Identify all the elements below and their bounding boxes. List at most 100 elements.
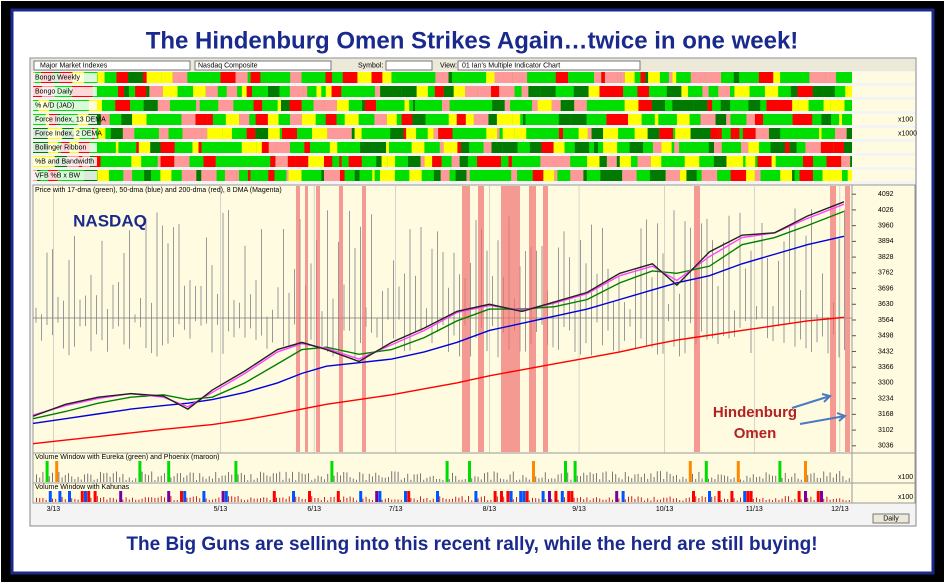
volume-bar (551, 478, 552, 482)
volume-bar (593, 498, 594, 502)
indicator-band (685, 156, 700, 167)
indicator-band (675, 128, 690, 139)
indicator-band (261, 170, 269, 181)
indicator-band (134, 142, 136, 153)
volume-bar (500, 491, 503, 502)
indicator-band (842, 114, 850, 125)
volume-bar (286, 499, 287, 502)
indicator-band (428, 128, 434, 139)
indicator-band (505, 100, 510, 111)
indicator-band (568, 72, 580, 83)
volume-bar (650, 500, 651, 502)
volume-bar (314, 479, 315, 482)
indicator-band (841, 156, 850, 167)
indicator-band (182, 170, 197, 181)
volume-bar (279, 498, 280, 502)
indicator-band (478, 170, 487, 181)
volume-bar (122, 500, 123, 502)
volume-bar (52, 499, 53, 502)
volume-bar (532, 461, 535, 482)
volume-bar (334, 497, 335, 502)
volume-bar (692, 474, 693, 482)
indicator-band (422, 170, 434, 181)
volume-bar (529, 500, 530, 502)
indicator-band (526, 128, 541, 139)
indicator-band (631, 128, 635, 139)
indicator-band (520, 114, 523, 125)
volume-bar (602, 500, 603, 502)
volume-bar (839, 471, 840, 482)
indicator-band (755, 156, 757, 167)
indicator-band (769, 170, 781, 181)
volume-bar (593, 474, 594, 482)
indicator-band (557, 170, 570, 181)
indicator-band (199, 142, 202, 153)
indicator-label: % A/D (JAD) (35, 102, 74, 109)
indicator-band (776, 156, 787, 167)
volume-bar (36, 498, 37, 502)
indicator-band (316, 114, 326, 125)
indicator-band (542, 72, 545, 83)
volume-bar (138, 500, 139, 502)
volume-bar (442, 498, 443, 502)
indicator-band (638, 156, 651, 167)
volume-bar (234, 497, 235, 502)
volume-bar (324, 497, 325, 502)
volume-bar (721, 475, 722, 482)
indicator-band (355, 142, 360, 153)
volume-bar (55, 461, 58, 482)
indicator-band (661, 142, 671, 153)
volume-bar (791, 500, 792, 502)
volume-bar (90, 475, 91, 482)
indicator-band (570, 156, 578, 167)
x-tick-label: 6/13 (307, 506, 321, 513)
volume-bar (311, 496, 312, 502)
volume-bar (577, 476, 578, 482)
indicator-band (702, 170, 718, 181)
indicator-band (765, 86, 778, 97)
volume-bar (426, 478, 427, 482)
volume-bar (513, 499, 514, 502)
indicator-band (213, 114, 226, 125)
volume-bar (250, 497, 251, 502)
volume-bar (759, 477, 760, 482)
volume-bar (295, 497, 296, 502)
omen-band (305, 186, 308, 452)
volume-bar (602, 472, 603, 482)
indicator-band (220, 86, 223, 97)
volume-bar (340, 475, 341, 482)
volume-bar (343, 472, 344, 482)
volume-bar (46, 500, 47, 502)
volume-bar (218, 497, 219, 502)
volume-bar (161, 476, 162, 482)
indicator-band (587, 114, 602, 125)
symbol-input[interactable] (386, 61, 432, 70)
indicator-band (745, 156, 755, 167)
volume-bar (177, 500, 178, 502)
indicator-band (827, 156, 842, 167)
volume-bar (170, 496, 171, 502)
indicator-band (540, 114, 546, 125)
volume-bar (762, 498, 763, 502)
indicator-band (376, 156, 381, 167)
indicator-band (757, 156, 771, 167)
indicator-band (557, 156, 571, 167)
indicator-band (722, 128, 731, 139)
indicator-band (390, 128, 403, 139)
omen-band (478, 186, 484, 452)
indicator-band (224, 86, 227, 97)
indicator-band (217, 142, 232, 153)
indicator-band (759, 142, 770, 153)
volume-bar (612, 472, 613, 482)
volume-bar (158, 498, 159, 502)
indicator-scale-area (852, 86, 915, 97)
indicator-band (297, 128, 312, 139)
indicator-band (332, 156, 339, 167)
indicator-band (819, 128, 821, 139)
indicator-band (842, 170, 848, 181)
volume-bar (346, 498, 347, 502)
indicator-band (674, 156, 684, 167)
volume-bar (289, 478, 290, 482)
volume-bar (682, 500, 683, 502)
indicator-band (187, 72, 194, 83)
